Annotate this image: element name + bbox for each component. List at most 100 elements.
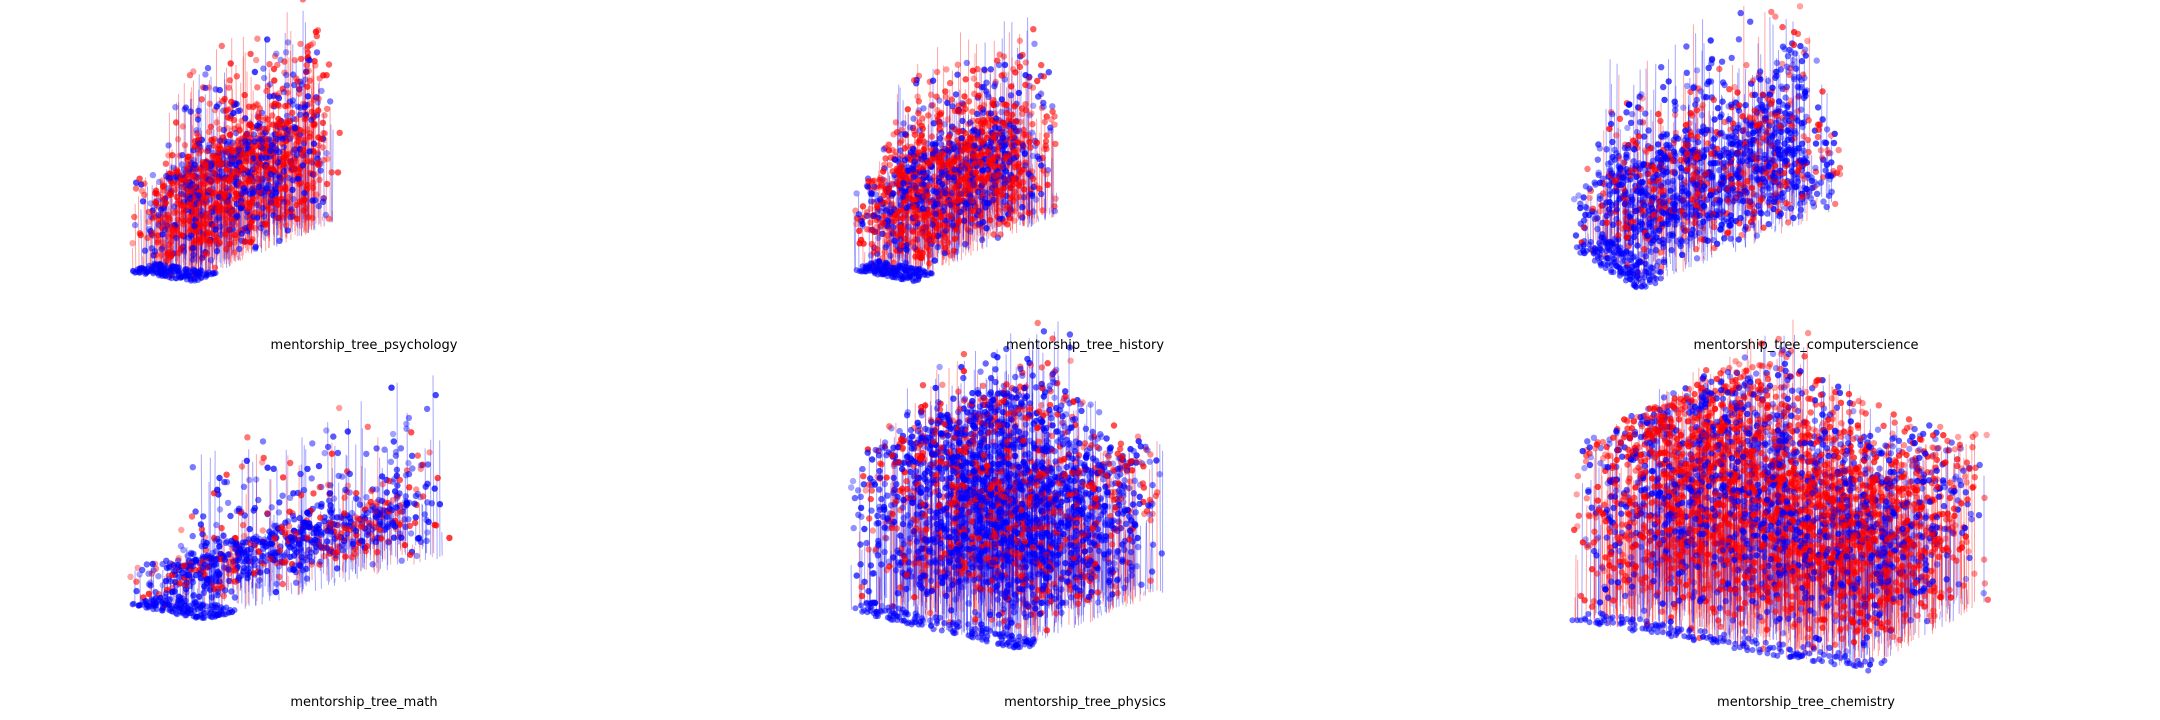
scatter-point <box>163 161 169 167</box>
scatter-point <box>136 176 142 182</box>
scatter-point <box>898 242 904 248</box>
scatter-point <box>956 217 962 223</box>
scatter-point <box>1015 128 1021 134</box>
scatter-point <box>131 214 137 220</box>
scatter-point <box>226 85 232 91</box>
scatter-point <box>868 213 874 219</box>
scatter-point <box>971 75 977 81</box>
scatter-point <box>1029 130 1035 136</box>
scatter-point <box>959 100 965 106</box>
scatter-point <box>999 72 1005 78</box>
scatter-point <box>887 253 893 259</box>
scatter-point <box>252 225 258 231</box>
scatter-point <box>1019 52 1025 58</box>
scatter-point <box>986 123 992 129</box>
scatter-stem <box>1016 202 1017 233</box>
scatter-point <box>146 209 152 215</box>
scatter-point <box>187 183 193 189</box>
scatter-point <box>868 198 874 204</box>
scatter-point <box>988 139 994 145</box>
scatter-point <box>254 202 260 208</box>
scatter-point <box>902 157 908 163</box>
scatter-point <box>223 246 229 252</box>
scatter-point <box>202 195 208 201</box>
scatter-point <box>167 244 173 250</box>
scatter-point <box>1739 113 1745 119</box>
scatter-point <box>963 183 969 189</box>
scatter-point <box>971 91 977 97</box>
scatter-point <box>276 120 282 126</box>
scatter-point <box>884 265 890 271</box>
scatter-point <box>886 185 892 191</box>
scatter-point <box>1038 91 1044 97</box>
scatter-point <box>324 181 330 187</box>
scatter-point <box>287 136 293 142</box>
scatter-point <box>912 158 918 164</box>
scatter-point <box>198 212 204 218</box>
scatter-point <box>260 145 266 151</box>
scatter-point <box>191 223 197 229</box>
scatter-point <box>189 173 195 179</box>
scatter-point <box>221 207 227 213</box>
scatter-point <box>1011 142 1017 148</box>
scatter-point <box>1815 104 1821 110</box>
scatter-point <box>954 208 960 214</box>
scatter-point <box>132 222 138 228</box>
scatter-point <box>996 171 1002 177</box>
scatter-point <box>1008 92 1014 98</box>
scatter-point <box>168 239 174 245</box>
scatter-point <box>961 93 967 99</box>
scatter-point <box>973 203 979 209</box>
scatter-point <box>977 159 983 165</box>
scatter-point <box>289 187 295 193</box>
scatter-point <box>236 127 242 133</box>
scatter-point <box>239 118 245 124</box>
scatter-point <box>944 222 950 228</box>
scatter-point <box>190 68 196 74</box>
scatter-point <box>163 273 169 279</box>
scatter-point <box>186 217 192 223</box>
scatter-point <box>912 244 918 250</box>
scatter-point <box>937 153 943 159</box>
scatter-point <box>928 92 934 98</box>
scatter-point <box>318 136 324 142</box>
scatter-point <box>1030 176 1036 182</box>
scatter-point <box>1040 104 1046 110</box>
scatter-point <box>974 66 980 72</box>
scatter-point <box>879 266 885 272</box>
scatter-point <box>308 158 314 164</box>
scatter-point <box>274 147 280 153</box>
scatter-point <box>167 217 173 223</box>
scatter-point <box>893 119 899 125</box>
scatter-point <box>911 174 917 180</box>
scatter-point <box>198 256 204 262</box>
scatter-stem <box>322 219 323 220</box>
scatter-point <box>942 190 948 196</box>
scatter-point <box>917 137 923 143</box>
scatter-point <box>908 149 914 155</box>
scatter-point <box>1023 107 1029 113</box>
scatter-point <box>237 142 243 148</box>
scatter-point <box>129 240 135 246</box>
scatter-point <box>268 199 274 205</box>
scatter-point <box>881 146 887 152</box>
scatter-point <box>242 239 248 245</box>
scatter-point <box>204 148 210 154</box>
scatter-point <box>316 203 322 209</box>
scatter-point <box>898 225 904 231</box>
scatter-point <box>893 149 899 155</box>
scatter-point <box>1799 58 1805 64</box>
scatter-point <box>252 69 258 75</box>
scatter-point <box>1747 19 1753 25</box>
scatter-point <box>1014 60 1020 66</box>
scatter-point <box>254 84 260 90</box>
scatter-stem <box>1038 216 1039 222</box>
scatter-point <box>296 91 302 97</box>
scatter-point <box>192 278 198 284</box>
scatter-point <box>1007 158 1013 164</box>
scatter-point <box>957 196 963 202</box>
scatter-point <box>206 216 212 222</box>
scatter-point <box>179 152 185 158</box>
scatter-point <box>945 116 951 122</box>
scatter-point <box>305 50 311 56</box>
